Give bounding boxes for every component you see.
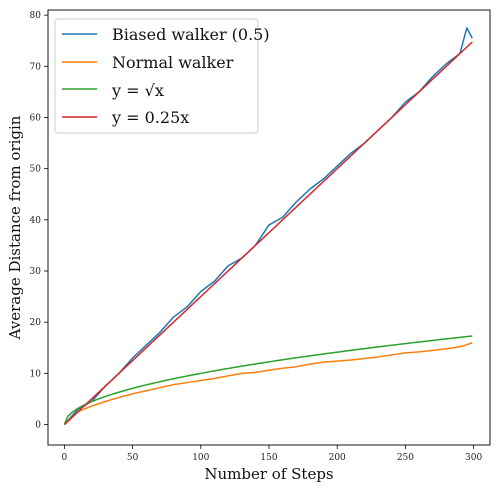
x-tick-label: 150 (260, 453, 277, 463)
x-tick-label: 300 (465, 453, 482, 463)
plot-area: 0 50 100 150 200 250 300 0 10 20 30 40 50 60 70 80 (30, 9, 491, 463)
y-tick-label: 10 (30, 369, 42, 379)
legend-label-sqrt: y = √x (111, 81, 164, 100)
series-linear (63, 41, 473, 426)
y-tick-label: 70 (30, 62, 42, 72)
x-tick-label: 50 (127, 453, 139, 463)
series-layer (63, 27, 473, 426)
x-tick-label: 250 (397, 453, 414, 463)
series-normal-walker (63, 341, 473, 426)
y-tick-label: 50 (30, 165, 42, 175)
y-tick-label: 0 (35, 421, 41, 431)
y-tick-label: 40 (30, 216, 42, 226)
x-axis-label: Number of Steps (204, 465, 333, 483)
y-tick-label: 30 (30, 267, 42, 277)
y-tick-label: 60 (30, 113, 42, 123)
y-axis-label: Average Distance from origin (6, 115, 24, 340)
series-sqrt (63, 335, 473, 425)
y-tick-label: 20 (30, 318, 42, 328)
legend-label-linear: y = 0.25x (111, 108, 189, 127)
y-tick-label: 80 (30, 11, 42, 21)
x-tick-label: 100 (192, 453, 209, 463)
x-tick-label: 0 (62, 453, 68, 463)
legend-label-normal: Normal walker (112, 53, 234, 72)
legend-label-biased: Biased walker (0.5) (112, 25, 270, 44)
y-axis-ticks: 0 10 20 30 40 50 60 70 80 (30, 11, 48, 431)
x-tick-label: 200 (329, 453, 346, 463)
legend-box (54, 18, 259, 134)
x-axis-ticks: 0 50 100 150 200 250 300 (62, 445, 482, 463)
legend: Biased walker (0.5) Normal walker y = √x… (54, 18, 270, 134)
